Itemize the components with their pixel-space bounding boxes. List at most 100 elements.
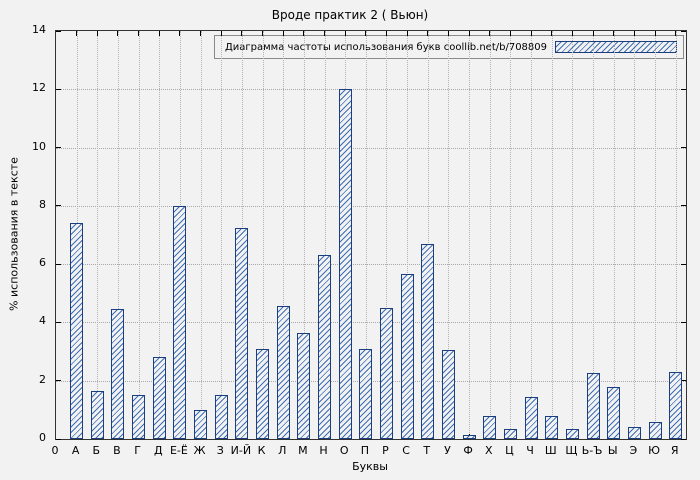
- x-tick-label: Г: [134, 444, 141, 457]
- y-axis-label: % использования в тексте: [7, 157, 21, 311]
- gridline-horizontal: [56, 89, 686, 91]
- y-tick-mark: [681, 321, 686, 323]
- bar: [152, 357, 166, 439]
- y-tick-mark: [56, 205, 61, 207]
- bar: [421, 243, 435, 439]
- gridline-vertical: [551, 31, 553, 439]
- x-tick-label: Ж: [193, 444, 206, 457]
- x-tick-label: Щ: [565, 444, 578, 457]
- x-tick-mark: [530, 31, 532, 36]
- x-tick-label: Б: [92, 444, 101, 457]
- bar: [359, 348, 373, 439]
- gridline-vertical: [448, 31, 450, 439]
- gridline-vertical: [221, 31, 223, 439]
- bar: [338, 89, 352, 439]
- x-tick-mark: [138, 31, 140, 36]
- x-tick-label: З: [216, 444, 224, 457]
- gridline-vertical: [572, 31, 574, 439]
- gridline-vertical: [675, 31, 677, 439]
- y-tick-label: 2: [39, 372, 46, 386]
- x-tick-label: В: [113, 444, 121, 457]
- x-tick-label: П: [360, 444, 369, 457]
- y-tick-label: 10: [32, 139, 46, 153]
- gridline-horizontal: [56, 264, 686, 266]
- chart-title: Вроде практик 2 ( Вьюн): [271, 8, 429, 22]
- x-tick-label: Л: [278, 444, 287, 457]
- x-tick-mark: [468, 31, 470, 36]
- x-tick-label: А: [71, 444, 80, 457]
- x-tick-mark: [220, 31, 222, 36]
- x-tick-mark: [282, 31, 284, 36]
- x-tick-label: И-Й: [230, 444, 252, 457]
- gridline-vertical: [613, 31, 615, 439]
- x-axis-label: Буквы: [352, 460, 388, 473]
- x-tick-label: Ф: [463, 444, 473, 457]
- x-tick-mark: [385, 31, 387, 36]
- gridline-horizontal: [56, 147, 686, 149]
- x-tick-mark: [489, 31, 491, 36]
- bar: [297, 332, 311, 439]
- x-tick-label: Ш: [544, 444, 557, 457]
- x-tick-mark: [447, 31, 449, 36]
- bar: [111, 309, 125, 439]
- x-tick-label: Ц: [505, 444, 514, 457]
- bar: [256, 348, 270, 439]
- x-tick-mark: [117, 31, 119, 36]
- gridline-vertical: [365, 31, 367, 439]
- x-tick-mark: [241, 31, 243, 36]
- gridline-horizontal: [56, 322, 686, 324]
- y-tick-mark: [56, 147, 61, 149]
- y-tick-mark: [681, 205, 686, 207]
- x-tick-mark: [344, 31, 346, 36]
- bar: [132, 395, 146, 439]
- bar: [318, 255, 332, 439]
- x-tick-label: Н: [319, 444, 328, 457]
- y-tick-mark: [56, 380, 61, 382]
- bar: [586, 373, 600, 439]
- x-tick-mark: [365, 31, 367, 36]
- y-tick-label: 12: [32, 81, 46, 95]
- bar: [648, 421, 662, 439]
- y-tick-label: 8: [39, 197, 46, 211]
- x-tick-label: 0: [51, 444, 59, 457]
- x-tick-mark: [571, 31, 573, 36]
- y-tick-mark: [56, 88, 61, 90]
- y-tick-mark: [681, 30, 686, 32]
- gridline-vertical: [159, 31, 161, 439]
- gridline-vertical: [262, 31, 264, 439]
- x-tick-label: Я: [670, 444, 679, 457]
- gridline-vertical: [97, 31, 99, 439]
- gridline-vertical: [469, 31, 471, 439]
- gridline-vertical: [531, 31, 533, 439]
- y-tick-label: 6: [39, 256, 46, 270]
- y-tick-mark: [681, 88, 686, 90]
- x-tick-mark: [200, 31, 202, 36]
- bar: [503, 428, 517, 439]
- gridline-vertical: [117, 31, 119, 439]
- x-tick-label: Р: [382, 444, 389, 457]
- gridline-vertical: [593, 31, 595, 439]
- x-tick-label: Ы: [607, 444, 618, 457]
- bar: [194, 409, 208, 439]
- gridline-vertical: [655, 31, 657, 439]
- y-tick-label: 0: [39, 431, 46, 444]
- gridline-vertical: [427, 31, 429, 439]
- bar: [669, 371, 683, 439]
- x-tick-mark: [262, 31, 264, 36]
- gridline-vertical: [407, 31, 409, 439]
- gridline-vertical: [510, 31, 512, 439]
- x-tick-label: Д: [153, 444, 163, 457]
- x-tick-mark: [592, 31, 594, 36]
- gridline-vertical: [634, 31, 636, 439]
- bar: [441, 350, 455, 439]
- bar: [565, 428, 579, 439]
- bar: [379, 307, 393, 439]
- x-tick-label: Ь-Ъ: [581, 444, 603, 457]
- x-tick-mark: [509, 31, 511, 36]
- bar: [524, 396, 538, 439]
- gridline-horizontal: [56, 205, 686, 207]
- x-tick-label: Ю: [648, 444, 660, 457]
- y-tick-mark: [681, 380, 686, 382]
- y-tick-mark: [56, 263, 61, 265]
- x-tick-label: С: [402, 444, 410, 457]
